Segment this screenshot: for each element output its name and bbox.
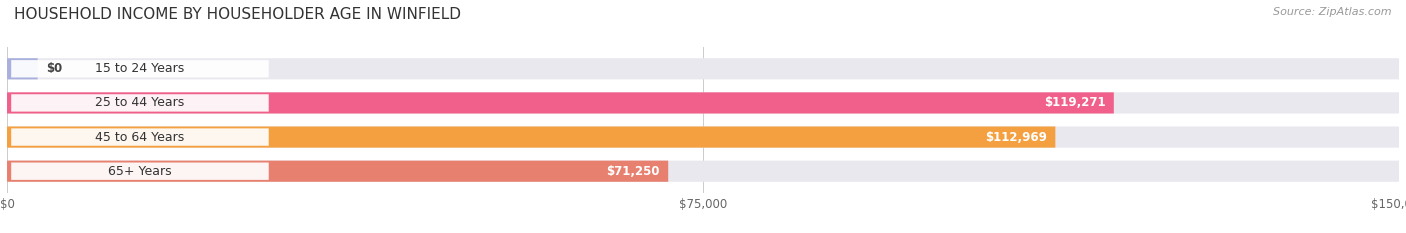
FancyBboxPatch shape [7,58,38,79]
FancyBboxPatch shape [7,161,668,182]
FancyBboxPatch shape [7,92,1114,113]
FancyBboxPatch shape [7,161,1399,182]
Text: $71,250: $71,250 [606,165,659,178]
FancyBboxPatch shape [11,163,269,180]
Text: 45 to 64 Years: 45 to 64 Years [96,130,184,144]
Text: 15 to 24 Years: 15 to 24 Years [96,62,184,75]
Text: HOUSEHOLD INCOME BY HOUSEHOLDER AGE IN WINFIELD: HOUSEHOLD INCOME BY HOUSEHOLDER AGE IN W… [14,7,461,22]
FancyBboxPatch shape [7,127,1399,148]
FancyBboxPatch shape [11,128,269,146]
Text: 65+ Years: 65+ Years [108,165,172,178]
Text: Source: ZipAtlas.com: Source: ZipAtlas.com [1274,7,1392,17]
Text: $119,271: $119,271 [1043,96,1105,110]
FancyBboxPatch shape [7,92,1399,113]
Text: $0: $0 [46,62,62,75]
Text: 25 to 44 Years: 25 to 44 Years [96,96,184,110]
Text: $112,969: $112,969 [986,130,1047,144]
FancyBboxPatch shape [11,60,269,77]
FancyBboxPatch shape [7,58,1399,79]
FancyBboxPatch shape [11,94,269,112]
FancyBboxPatch shape [7,127,1056,148]
